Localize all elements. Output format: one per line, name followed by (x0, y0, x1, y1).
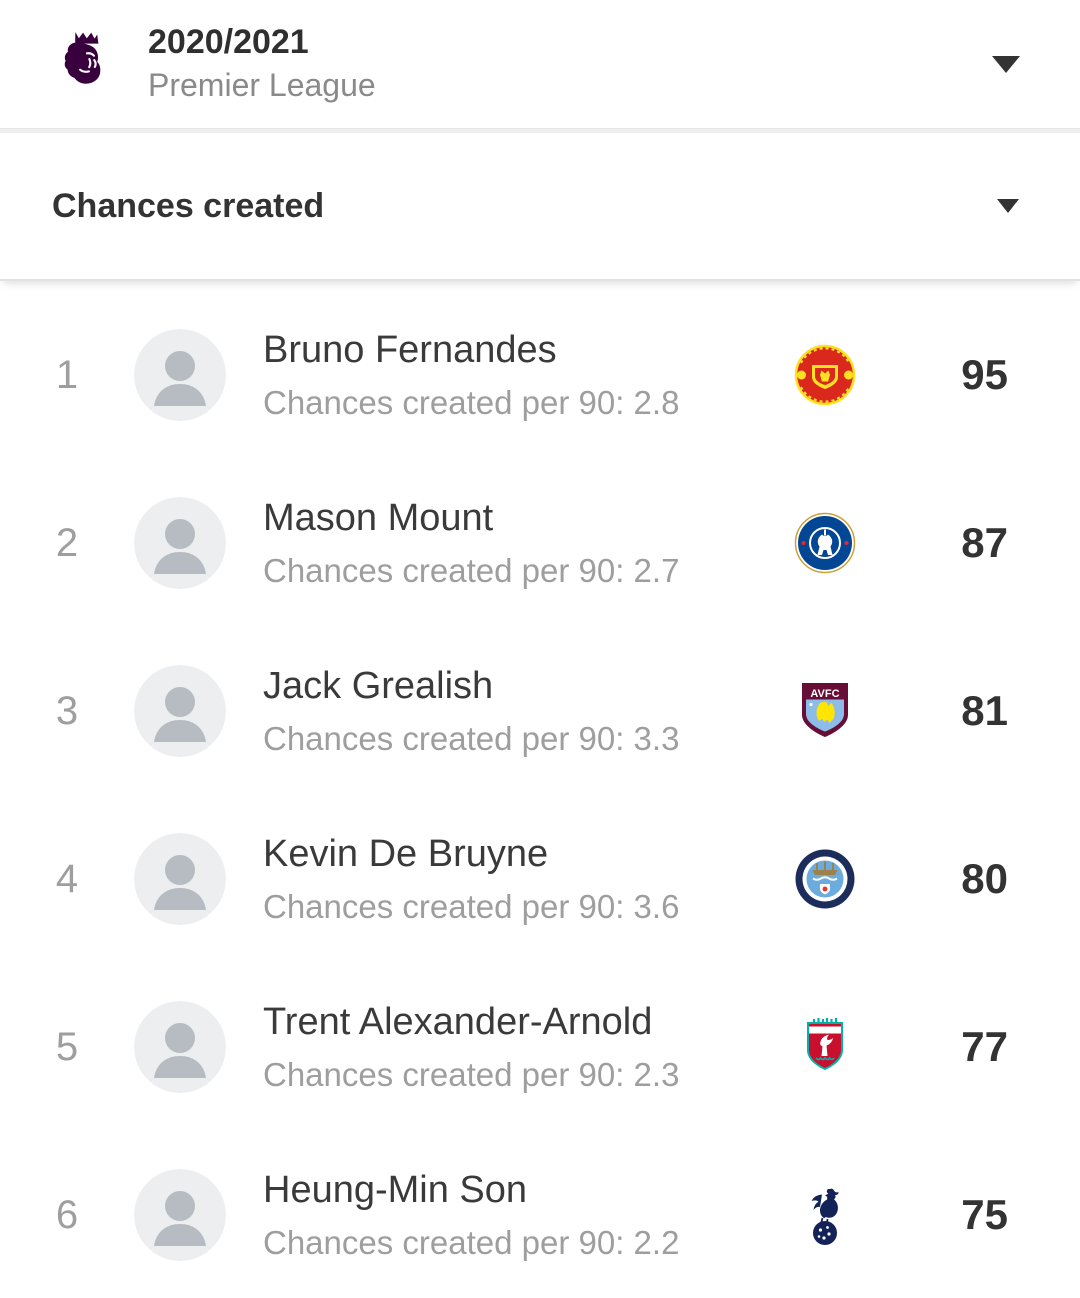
player-name: Jack Grealish (263, 664, 494, 707)
player-row[interactable]: 2 Mason Mount Chances created per 90: 2.… (0, 459, 1080, 627)
player-info: Jack Grealish Chances created per 90: 3.… (263, 664, 789, 758)
chelsea-badge (789, 505, 861, 581)
league-header-text: 2020/2021 Premier League (148, 23, 376, 105)
player-row[interactable]: 3 Jack Grealish Chances created per 90: … (0, 627, 1080, 795)
stat-category-label: Chances created (52, 186, 325, 225)
liverpool-badge (789, 1009, 861, 1085)
player-avatar (134, 833, 226, 925)
stat-value: 87 (961, 519, 1008, 566)
player-info: Mason Mount Chances created per 90: 2.7 (263, 496, 789, 590)
player-stat-detail: Chances created per 90: 2.2 (263, 1223, 680, 1261)
manchester-city-badge (789, 841, 861, 917)
rank-number: 1 (55, 352, 79, 397)
chevron-down-icon[interactable] (997, 199, 1019, 213)
player-info: Heung-Min Son Chances created per 90: 2.… (263, 1168, 789, 1262)
season-title: 2020/2021 (148, 22, 309, 61)
stat-value: 75 (961, 1191, 1008, 1238)
stat-value: 81 (961, 687, 1008, 734)
manchester-united-badge (789, 337, 861, 413)
rank-number: 6 (55, 1192, 79, 1237)
leaderboard-list: 1 Bruno Fernandes Chances created per 90… (0, 281, 1080, 1298)
stat-value: 95 (961, 351, 1008, 398)
player-row[interactable]: 1 Bruno Fernandes Chances created per 90… (0, 291, 1080, 459)
player-row[interactable]: 5 Trent Alexander-Arnold Chances created… (0, 963, 1080, 1131)
player-info: Trent Alexander-Arnold Chances created p… (263, 1000, 789, 1094)
player-stat-detail: Chances created per 90: 2.8 (263, 383, 680, 421)
player-name: Bruno Fernandes (263, 328, 557, 371)
season-selector[interactable]: 2020/2021 Premier League (0, 0, 1080, 128)
player-info: Bruno Fernandes Chances created per 90: … (263, 328, 789, 422)
league-name: Premier League (148, 67, 376, 104)
player-stat-detail: Chances created per 90: 2.7 (263, 551, 680, 589)
player-info: Kevin De Bruyne Chances created per 90: … (263, 832, 789, 926)
player-stat-detail: Chances created per 90: 3.6 (263, 887, 680, 925)
premier-league-lion-icon (64, 32, 101, 84)
player-name: Mason Mount (263, 496, 494, 539)
player-name: Trent Alexander-Arnold (263, 1000, 653, 1043)
player-avatar (134, 1169, 226, 1261)
header-divider (0, 128, 1080, 133)
player-row[interactable]: 4 Kevin De Bruyne Chances created per 90… (0, 795, 1080, 963)
player-row[interactable]: 6 Heung-Min Son Chances created per 90: … (0, 1131, 1080, 1298)
stat-value: 80 (961, 855, 1008, 902)
player-avatar (134, 497, 226, 589)
rank-number: 5 (55, 1024, 79, 1069)
player-avatar (134, 1001, 226, 1093)
rank-number: 4 (55, 856, 79, 901)
rank-number: 3 (55, 688, 79, 733)
aston-villa-badge: AVFC (789, 673, 861, 749)
player-name: Kevin De Bruyne (263, 832, 549, 875)
player-stat-detail: Chances created per 90: 3.3 (263, 719, 680, 757)
stat-value: 77 (961, 1023, 1008, 1070)
player-name: Heung-Min Son (263, 1168, 528, 1211)
avfc-badge-text: AVFC (810, 688, 839, 700)
player-stat-detail: Chances created per 90: 2.3 (263, 1055, 680, 1093)
player-avatar (134, 329, 226, 421)
tottenham-badge (789, 1177, 861, 1253)
stat-category-selector[interactable]: Chances created (0, 133, 1080, 281)
player-avatar (134, 665, 226, 757)
chevron-down-icon[interactable] (992, 55, 1020, 73)
rank-number: 2 (55, 520, 79, 565)
